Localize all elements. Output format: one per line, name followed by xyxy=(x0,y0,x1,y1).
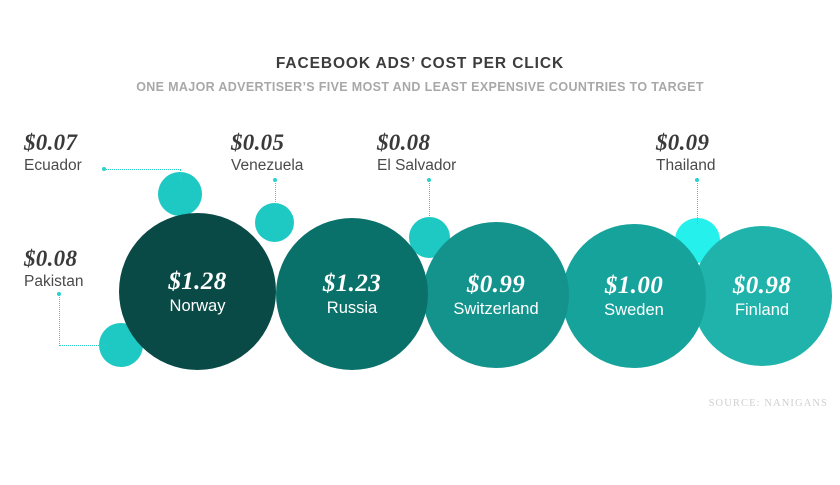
page-title: FACEBOOK ADS’ COST PER CLICK xyxy=(275,55,565,72)
bubble-norway: $1.28 Norway xyxy=(119,213,276,370)
leader-dot-pakistan xyxy=(57,292,61,296)
callout-value: $0.08 xyxy=(24,246,78,271)
leader-line-thailand xyxy=(697,180,698,224)
callout-value: $0.08 xyxy=(377,130,431,155)
callout-country: Pakistan xyxy=(24,273,84,290)
header: FACEBOOK ADS’ COST PER CLICK ONE MAJOR A… xyxy=(0,55,840,95)
callout-country: Ecuador xyxy=(24,157,82,174)
leader-dot-ecuador xyxy=(102,167,106,171)
source-credit: SOURCE: NANIGANS xyxy=(708,398,828,409)
bubble-country: Norway xyxy=(169,296,226,315)
page-subtitle: ONE MAJOR ADVERTISER’S FIVE MOST AND LEA… xyxy=(136,80,704,94)
bubble-country: Finland xyxy=(734,301,790,319)
bubble-country: Switzerland xyxy=(453,300,539,318)
callout-pakistan: $0.08 Pakistan xyxy=(24,246,83,291)
leader-line-el-salvador xyxy=(429,180,430,222)
callout-country: El Salvador xyxy=(377,157,457,174)
bubble-value: $1.23 xyxy=(322,270,382,297)
callout-ecuador: $0.07 Ecuador xyxy=(24,130,82,175)
leader-dot-el-salvador xyxy=(427,178,431,182)
callout-thailand: $0.09 Thailand xyxy=(656,130,715,175)
bubble-value: $1.00 xyxy=(604,272,664,299)
callout-el-salvador: $0.08 El Salvador xyxy=(377,130,456,175)
bubble-russia: $1.23 Russia xyxy=(276,218,428,370)
callout-value: $0.07 xyxy=(24,130,78,155)
leader-line-pakistan-vertical xyxy=(59,294,60,346)
bubble-country: Russia xyxy=(326,299,378,317)
bubble-switzerland: $0.99 Switzerland xyxy=(423,222,569,368)
leader-dot-venezuela xyxy=(273,178,277,182)
callout-venezuela: $0.05 Venezuela xyxy=(231,130,303,175)
bubble-country: Sweden xyxy=(604,301,664,319)
callout-value: $0.05 xyxy=(231,130,285,155)
bubble-sweden: $1.00 Sweden xyxy=(562,224,706,368)
bubble-venezuela xyxy=(255,203,294,242)
leader-line-pakistan-horizontal xyxy=(59,345,107,346)
bubble-value: $0.98 xyxy=(732,272,792,299)
callout-country: Thailand xyxy=(656,157,716,174)
bubble-value: $0.99 xyxy=(466,271,526,298)
callout-country: Venezuela xyxy=(231,157,304,174)
callout-value: $0.09 xyxy=(656,130,710,155)
leader-line-venezuela xyxy=(275,180,276,208)
leader-line-ecuador-vertical xyxy=(180,169,181,181)
bubble-value: $1.28 xyxy=(168,267,227,295)
leader-dot-thailand xyxy=(695,178,699,182)
leader-line-ecuador-horizontal xyxy=(104,169,181,170)
bubble-finland: $0.98 Finland xyxy=(692,226,832,366)
